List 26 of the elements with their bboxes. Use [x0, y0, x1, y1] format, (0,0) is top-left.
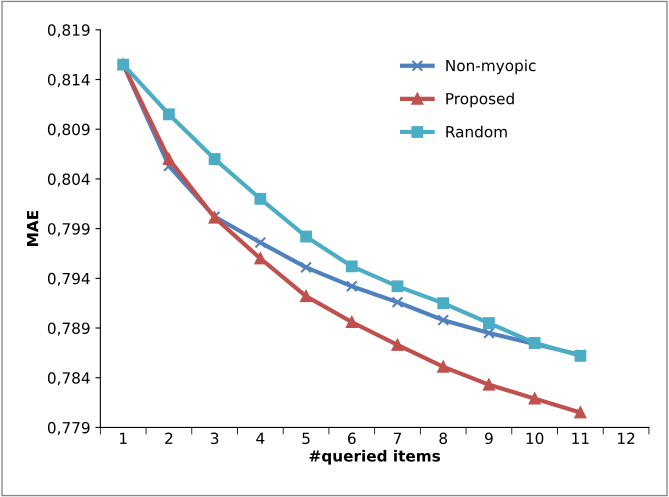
y-tick-label: 0,804: [48, 173, 90, 186]
y-tick-label: 0,789: [48, 322, 90, 336]
x-tick-label: 5: [302, 432, 310, 444]
x-tick-label: 7: [394, 432, 402, 444]
y-tick-label: 0,784: [48, 372, 90, 386]
x-tick-label: 10: [526, 432, 544, 444]
x-tick-label: 9: [485, 432, 493, 444]
x-tick-label: 1: [120, 432, 127, 444]
legend-label: Random: [446, 126, 507, 138]
y-axis-title: MAE: [27, 211, 38, 246]
y-tick-label: 0,794: [48, 272, 90, 286]
y-tick-label: 0,779: [48, 422, 90, 435]
y-tick-label: 0,809: [48, 124, 90, 137]
x-tick-label: 4: [256, 432, 264, 444]
legend-label: Non-myopic: [446, 59, 536, 74]
x-tick-label: 11: [572, 432, 589, 444]
x-tick-label: 8: [439, 432, 448, 444]
y-tick-label: 0,799: [48, 223, 90, 236]
y-tick-label: 0,814: [48, 74, 90, 88]
x-tick-label: 3: [210, 432, 218, 444]
y-tick-label: 0,819: [48, 24, 90, 38]
x-tick-label: 2: [165, 432, 172, 444]
x-tick-label: 6: [348, 432, 356, 444]
x-axis-title: #queried items: [310, 450, 440, 465]
x-tick-label: 12: [618, 432, 634, 444]
legend-label: Proposed: [446, 92, 514, 108]
